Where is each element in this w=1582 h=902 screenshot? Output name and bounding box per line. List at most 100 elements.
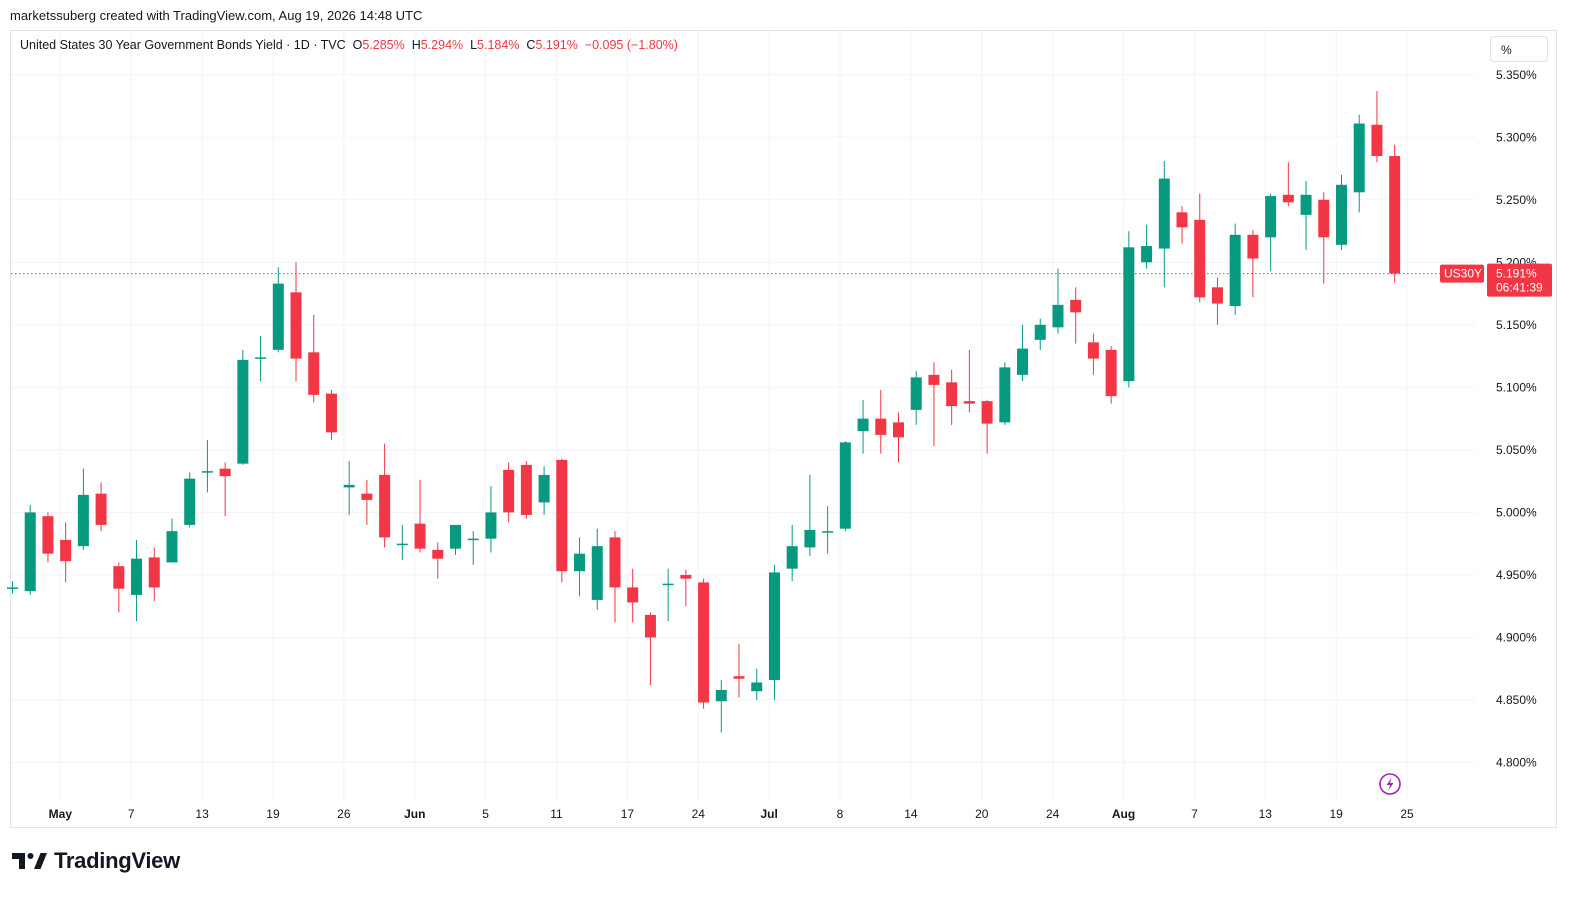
symbol-tag: US30Y (1444, 267, 1482, 281)
candle[interactable] (1070, 287, 1082, 344)
candle[interactable] (308, 314, 320, 403)
candle[interactable] (467, 531, 479, 565)
candle[interactable] (946, 369, 958, 425)
candle[interactable] (1158, 161, 1170, 288)
candle[interactable] (237, 349, 249, 465)
candle[interactable] (857, 399, 869, 454)
candle[interactable] (1282, 162, 1294, 207)
percent-scale-button[interactable]: % (1490, 36, 1548, 62)
candle[interactable] (804, 474, 816, 557)
candle[interactable] (148, 547, 160, 602)
candle[interactable] (698, 578, 710, 709)
candle-body (1123, 247, 1135, 382)
candle[interactable] (1318, 192, 1330, 284)
candle[interactable] (786, 524, 798, 582)
candle[interactable] (184, 472, 196, 528)
candle-body (981, 401, 993, 424)
x-tick-label: May (49, 807, 73, 821)
candle[interactable] (574, 537, 586, 597)
candle[interactable] (1123, 231, 1135, 388)
candle[interactable] (432, 542, 444, 579)
candle[interactable] (1265, 193, 1277, 272)
low-value: 5.184% (477, 38, 520, 52)
candle[interactable] (290, 262, 302, 382)
candle[interactable] (609, 531, 621, 623)
candle-body (715, 689, 727, 702)
candle[interactable] (1336, 174, 1347, 250)
x-tick-label: Jun (404, 807, 425, 821)
candle[interactable] (538, 466, 550, 515)
candle[interactable] (963, 349, 975, 413)
candle[interactable] (999, 362, 1011, 425)
candle[interactable] (875, 389, 887, 454)
x-tick-label: 26 (337, 807, 351, 821)
candle[interactable] (361, 479, 373, 525)
candle[interactable] (396, 524, 408, 560)
candle[interactable] (1371, 91, 1383, 163)
x-tick-label: 8 (837, 807, 844, 821)
candle[interactable] (1141, 224, 1153, 269)
candle-body (1194, 219, 1206, 298)
candle[interactable] (1194, 193, 1206, 303)
candle[interactable] (113, 562, 125, 613)
candle[interactable] (325, 389, 337, 440)
candle[interactable] (131, 539, 143, 622)
candle[interactable] (379, 443, 391, 548)
candle[interactable] (1389, 144, 1401, 283)
candle[interactable] (485, 486, 497, 553)
tradingview-logo[interactable]: TradingView (12, 848, 180, 874)
candle[interactable] (1087, 333, 1099, 375)
candle[interactable] (166, 518, 178, 563)
candle[interactable] (591, 528, 603, 610)
candle[interactable] (768, 564, 780, 700)
candle[interactable] (42, 512, 54, 563)
y-tick-label: 5.250% (1496, 193, 1537, 207)
candle[interactable] (627, 568, 639, 623)
candle[interactable] (520, 461, 532, 519)
candle[interactable] (893, 412, 904, 463)
candle[interactable] (733, 643, 745, 698)
candle[interactable] (1353, 114, 1365, 213)
candle[interactable] (1052, 268, 1064, 334)
candle[interactable] (822, 506, 834, 554)
candle[interactable] (680, 569, 692, 607)
candle[interactable] (7, 581, 18, 594)
candle[interactable] (1247, 229, 1259, 298)
candle-body (343, 484, 355, 488)
candle[interactable] (272, 267, 284, 353)
lightning-icon[interactable] (1379, 773, 1401, 795)
price-tag: US30Y 5.191% 06:41:39 (1440, 263, 1552, 297)
candle[interactable] (910, 371, 922, 425)
candle-body (1300, 194, 1312, 215)
x-tick-label: 13 (195, 807, 209, 821)
candle[interactable] (201, 439, 213, 493)
candle[interactable] (839, 441, 851, 532)
candle[interactable] (981, 399, 993, 454)
candle[interactable] (1034, 318, 1046, 350)
candle[interactable] (219, 462, 231, 517)
candle[interactable] (255, 336, 267, 382)
candle[interactable] (1176, 206, 1188, 244)
candle[interactable] (1105, 346, 1117, 404)
candle[interactable] (662, 568, 674, 622)
candle[interactable] (1211, 277, 1223, 325)
candle[interactable] (450, 524, 461, 555)
candle[interactable] (1300, 181, 1312, 250)
grid-lines (11, 31, 1475, 800)
candle[interactable] (503, 462, 515, 523)
candle[interactable] (928, 362, 940, 447)
candle[interactable] (1017, 324, 1029, 382)
candle[interactable] (95, 482, 107, 532)
candle[interactable] (751, 668, 763, 700)
candle[interactable] (77, 468, 89, 550)
chart-frame[interactable] (10, 30, 1557, 828)
candle[interactable] (24, 504, 36, 595)
candle[interactable] (644, 612, 656, 685)
candle[interactable] (343, 461, 355, 515)
candle[interactable] (1229, 223, 1241, 315)
candle[interactable] (556, 458, 568, 583)
candle[interactable] (60, 522, 72, 583)
candle[interactable] (414, 479, 426, 553)
candle[interactable] (715, 679, 727, 733)
